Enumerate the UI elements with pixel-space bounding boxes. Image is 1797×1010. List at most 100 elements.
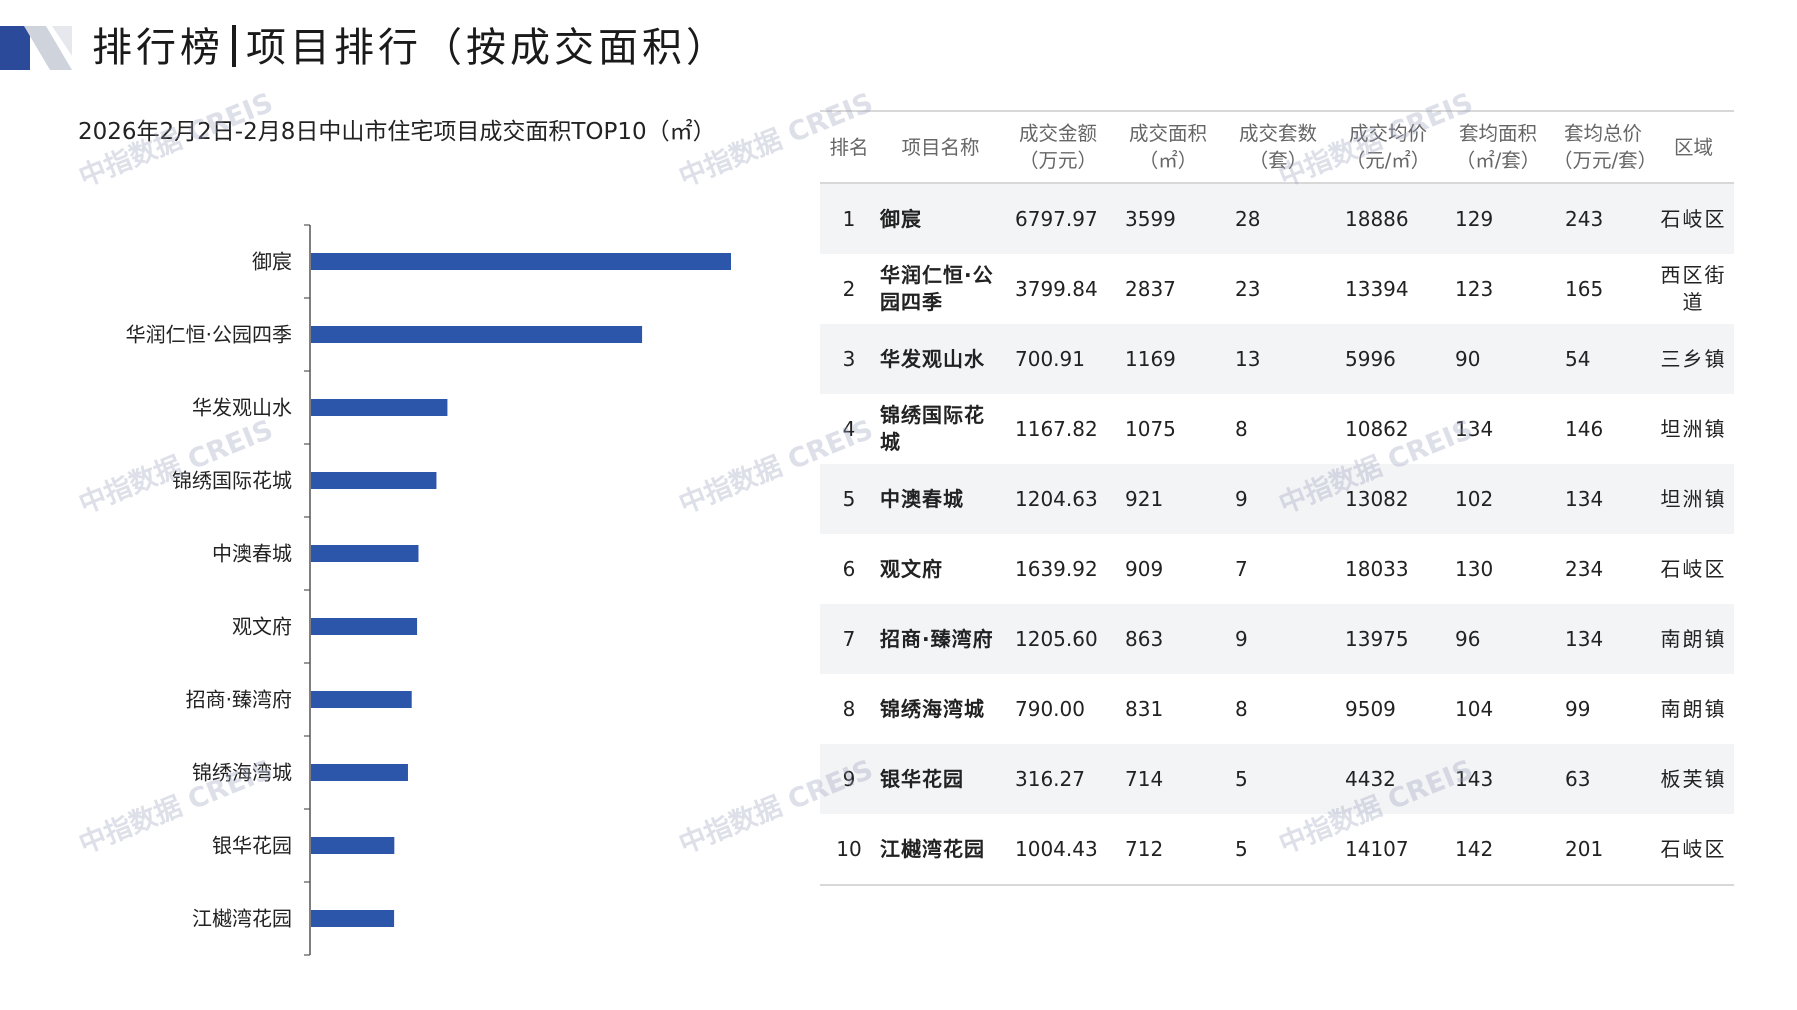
table-row: 9 银华花园 316.27 714 5 4432 143 63 板芙镇 xyxy=(820,744,1734,814)
table-row: 4 锦绣国际花城 1167.82 1075 8 10862 134 146 坦洲镇 xyxy=(820,394,1734,464)
column-header: 区域 xyxy=(1673,135,1713,159)
avg-area-cell: 134 xyxy=(1455,416,1494,441)
bar xyxy=(311,837,395,854)
region-cell: 石岐区 xyxy=(1660,556,1727,581)
table-row: 1 御宸 6797.97 3599 28 18886 129 243 石岐区 xyxy=(820,183,1734,254)
brand-logo-icon xyxy=(0,26,72,70)
table-row: 2 华润仁恒·公园四季 3799.84 2837 23 13394 123 165 西区街道 xyxy=(820,254,1734,324)
area-cell: 1169 xyxy=(1125,346,1176,371)
rank-cell: 9 xyxy=(842,766,856,791)
column-header: 成交均价 （元/㎡） xyxy=(1345,122,1431,172)
category-label: 锦绣海湾城 xyxy=(192,761,292,785)
avg-price-cell: 13394 xyxy=(1345,276,1409,301)
area-cell: 921 xyxy=(1125,486,1164,511)
column-header: 成交金额 （万元） xyxy=(1018,122,1097,172)
table-row: 7 招商·臻湾府 1205.60 863 9 13975 96 134 南朗镇 xyxy=(820,604,1734,674)
page-title: 排行榜 项目排行（按成交面积） xyxy=(92,18,730,78)
avg-price-cell: 18033 xyxy=(1345,556,1409,581)
table-row: 5 中澳春城 1204.63 921 9 13082 102 134 坦洲镇 xyxy=(820,464,1734,534)
area-cell: 714 xyxy=(1125,766,1164,791)
project-name-cell: 观文府 xyxy=(880,556,943,581)
rank-cell: 7 xyxy=(842,626,856,651)
avg-price-cell: 13082 xyxy=(1345,486,1409,511)
table-row: 6 观文府 1639.92 909 7 18033 130 234 石岐区 xyxy=(820,534,1734,604)
amount-cell: 3799.84 xyxy=(1015,276,1098,301)
project-name-cell: 招商·臻湾府 xyxy=(880,626,994,651)
table-row: 8 锦绣海湾城 790.00 831 8 9509 104 99 南朗镇 xyxy=(820,674,1734,744)
bar xyxy=(311,326,643,343)
amount-cell: 1204.63 xyxy=(1015,486,1098,511)
region-cell: 板芙镇 xyxy=(1660,766,1727,791)
table-row: 3 华发观山水 700.91 1169 13 5996 90 54 三乡镇 xyxy=(820,324,1734,394)
bar xyxy=(311,399,448,416)
title-divider xyxy=(232,25,236,67)
category-label: 华润仁恒·公园四季 xyxy=(126,323,292,347)
rank-cell: 5 xyxy=(842,486,856,511)
bar xyxy=(311,253,731,270)
table-body: 1 御宸 6797.97 3599 28 18886 129 243 石岐区 2 华润仁恒·公园四季… xyxy=(820,183,1734,885)
units-cell: 28 xyxy=(1235,206,1261,231)
avg-area-cell: 123 xyxy=(1455,276,1494,301)
area-cell: 712 xyxy=(1125,836,1164,861)
amount-cell: 790.00 xyxy=(1015,696,1085,721)
avg-price-cell: 9509 xyxy=(1345,696,1396,721)
rank-cell: 3 xyxy=(842,346,856,371)
category-label: 中澳春城 xyxy=(212,542,292,566)
avg-price-cell: 5996 xyxy=(1345,346,1396,371)
bar xyxy=(311,764,408,781)
column-header: 成交套数 （套） xyxy=(1238,122,1317,172)
region-cell: 南朗镇 xyxy=(1660,696,1727,721)
project-name-cell: 华发观山水 xyxy=(880,346,985,371)
avg-total-cell: 63 xyxy=(1565,766,1591,791)
rank-cell: 10 xyxy=(836,836,862,861)
units-cell: 23 xyxy=(1235,276,1261,301)
category-label: 招商·臻湾府 xyxy=(186,688,292,712)
amount-cell: 316.27 xyxy=(1015,766,1085,791)
page-title-subject: 项目排行（按成交面积） xyxy=(246,25,730,71)
amount-cell: 1205.60 xyxy=(1015,626,1098,651)
rank-cell: 4 xyxy=(842,416,856,441)
category-label: 华发观山水 xyxy=(192,396,292,420)
project-name-cell: 御宸 xyxy=(880,206,922,231)
amount-cell: 1639.92 xyxy=(1015,556,1098,581)
rank-cell: 2 xyxy=(842,276,856,301)
category-label: 观文府 xyxy=(232,615,292,639)
avg-area-cell: 96 xyxy=(1455,626,1481,651)
rank-cell: 8 xyxy=(842,696,856,721)
avg-area-cell: 129 xyxy=(1455,206,1494,231)
area-cell: 909 xyxy=(1125,556,1164,581)
avg-total-cell: 54 xyxy=(1565,346,1591,371)
column-header: 排名 xyxy=(829,135,869,159)
ranking-table: 排名 项目名称 成交金额 （万元） 成交面积 （㎡） 成交套数 （套） 成交均价 （元/㎡… xyxy=(820,110,1734,886)
category-label: 江樾湾花园 xyxy=(192,907,292,931)
category-label: 锦绣国际花城 xyxy=(172,469,292,493)
avg-area-cell: 90 xyxy=(1455,346,1481,371)
units-cell: 9 xyxy=(1235,626,1248,651)
project-name-cell: 华润仁恒·公园四季 xyxy=(880,263,994,314)
avg-price-cell: 10862 xyxy=(1345,416,1409,441)
avg-price-cell: 14107 xyxy=(1345,836,1409,861)
avg-total-cell: 234 xyxy=(1565,556,1604,581)
page-title-section: 排行榜 xyxy=(92,25,224,71)
amount-cell: 1167.82 xyxy=(1015,416,1098,441)
units-cell: 7 xyxy=(1235,556,1248,581)
avg-area-cell: 130 xyxy=(1455,556,1494,581)
project-name-cell: 银华花园 xyxy=(880,766,964,791)
region-cell: 石岐区 xyxy=(1660,206,1727,231)
region-cell: 坦洲镇 xyxy=(1660,486,1727,511)
region-cell: 坦洲镇 xyxy=(1660,416,1727,441)
units-cell: 8 xyxy=(1235,416,1248,441)
units-cell: 5 xyxy=(1235,766,1248,791)
region-cell: 南朗镇 xyxy=(1660,626,1727,651)
amount-cell: 1004.43 xyxy=(1015,836,1098,861)
avg-price-cell: 18886 xyxy=(1345,206,1409,231)
units-cell: 8 xyxy=(1235,696,1248,721)
area-cell: 1075 xyxy=(1125,416,1176,441)
chart-title: 2026年2月2日-2月8日中山市住宅项目成交面积TOP10（㎡） xyxy=(78,119,716,145)
table-header-row: 排名 项目名称 成交金额 （万元） 成交面积 （㎡） 成交套数 （套） 成交均价 （元/㎡… xyxy=(820,111,1734,183)
area-cell: 831 xyxy=(1125,696,1164,721)
avg-area-cell: 104 xyxy=(1455,696,1494,721)
avg-price-cell: 4432 xyxy=(1345,766,1396,791)
region-cell: 三乡镇 xyxy=(1660,346,1727,371)
avg-area-cell: 102 xyxy=(1455,486,1494,511)
